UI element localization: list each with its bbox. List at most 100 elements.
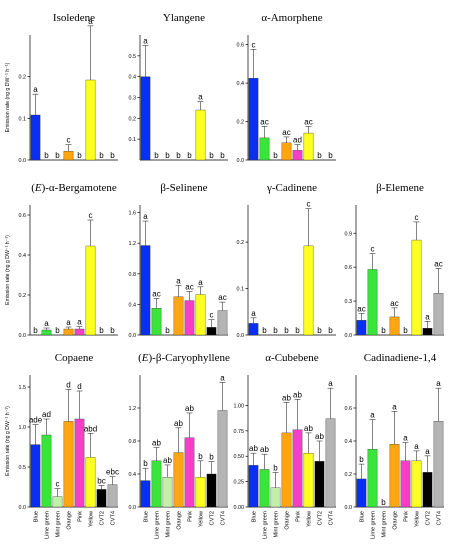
significance-letter: b [110,326,115,335]
x-tick-label: CVT2 [426,511,432,525]
y-tick-label: 0.75 [234,429,245,435]
bar-blue [140,480,151,508]
significance-letter: b [381,498,386,507]
significance-letter: b [198,452,203,461]
y-tick-label: 0.50 [234,454,245,460]
y-axis-label: Emission rate (ng g DW⁻¹ h⁻¹) [5,62,11,132]
significance-letter: b [273,463,278,472]
significance-letter: b [209,151,214,160]
y-tick-label: 0.0 [129,505,137,511]
significance-letter: ad [293,136,302,145]
bar-pink [292,150,303,161]
significance-letter: a [77,318,82,327]
y-tick-label: 1.2 [129,406,137,412]
panel-title: γ-Cadinene [266,182,317,194]
x-tick-label: Pink [296,511,302,522]
y-tick-label: 0.4 [345,439,353,445]
x-tick-label: CVT2 [210,511,216,525]
x-tick-label: CVT4 [329,511,335,525]
bar-orange [281,432,292,508]
y-tick-label: 0.1 [19,116,27,122]
y-tick-label: 1.5 [19,385,27,391]
significance-letter: b [99,151,104,160]
significance-letter: b [77,151,82,160]
bar-yellow [303,132,314,161]
significance-letter: abd [84,424,97,433]
significance-letter: a [176,276,181,285]
y-tick-label: 0.0 [345,333,353,339]
y-tick-label: 0.0 [237,333,245,339]
bar-cvt4 [433,292,444,336]
x-tick-label: Mint green [166,511,172,537]
bar-lime-green [151,460,162,508]
bar-cvt2 [96,489,107,508]
significance-letter: bc [97,476,105,485]
bar-blue [30,114,41,161]
significance-letter: ebc [106,468,119,477]
significance-letter: b [176,151,181,160]
significance-letter: ab [174,419,183,428]
significance-letter: b [381,326,386,335]
bar-pink [184,300,195,336]
bar-cvt2 [314,461,325,508]
x-tick-label: Lime green [155,511,161,539]
y-tick-label: 0.0 [345,505,353,511]
significance-letter: a [414,442,419,451]
significance-letter: ac [218,293,226,302]
significance-letter: a [143,212,148,221]
significance-letter: a [66,318,71,327]
significance-letter: ab [293,390,302,399]
bar-yellow [195,294,206,336]
bar-cvt4 [325,418,336,508]
x-tick-label: Lime green [371,511,377,539]
significance-letter: c [415,213,419,222]
bar-blue [248,465,259,508]
bar-orange [173,452,184,508]
bar-lime-green [367,449,378,508]
x-tick-label: Pink [404,511,410,522]
bar-yellow [195,109,206,161]
significance-letter: b [328,151,333,160]
significance-letter: b [55,151,60,160]
bar-cvt2 [422,472,433,508]
panel-title: (E)-β-Caryophyllene [138,352,230,364]
x-tick-label: CVT4 [221,511,227,525]
bar-lime-green [367,269,378,336]
y-tick-label: 0.3 [129,96,137,102]
y-tick-label: 0.2 [19,75,27,81]
y-tick-label: 0.00 [234,505,245,511]
significance-letter: c [371,245,375,254]
y-tick-label: 0.6 [345,265,353,271]
x-tick-label: Blue [360,511,366,522]
significance-letter: c [67,136,71,145]
significance-letter: a [220,373,225,382]
y-tick-label: 0.0 [129,333,137,339]
bar-orange [63,151,74,161]
significance-letter: b [359,455,364,464]
bar-cvt2 [422,328,433,336]
bar-pink [74,328,85,336]
panel-isoledene: Isoledene 0.0 0.1 0.2 Emission rate (ng g DW… [5,12,118,164]
significance-letter: b [262,326,267,335]
bar-cvt4 [217,310,228,336]
significance-letter: a [143,36,148,45]
significance-letter: d [77,382,81,391]
y-tick-label: 0.0 [19,505,27,511]
bar-mint-green [162,477,173,508]
panel-e-bergamotene: (E)-α-Bergamotene 0.0 0.2 0.4 0.6 Emission ra… [5,182,118,339]
y-tick-label: 1.2 [129,241,137,247]
x-tick-label: Pink [188,511,194,522]
bar-cvt4 [107,484,118,508]
panel-title: β-Elemene [376,182,424,194]
bar-yellow [85,457,96,508]
bar-cvt4 [217,410,228,508]
significance-letter: ab [163,456,172,465]
y-tick-label: 0.25 [234,480,245,486]
bar-lime-green [41,434,52,508]
significance-letter: b [165,326,170,335]
bar-blue [30,444,41,508]
panel-title: β-Selinene [160,182,207,194]
bar-yellow [411,460,422,508]
